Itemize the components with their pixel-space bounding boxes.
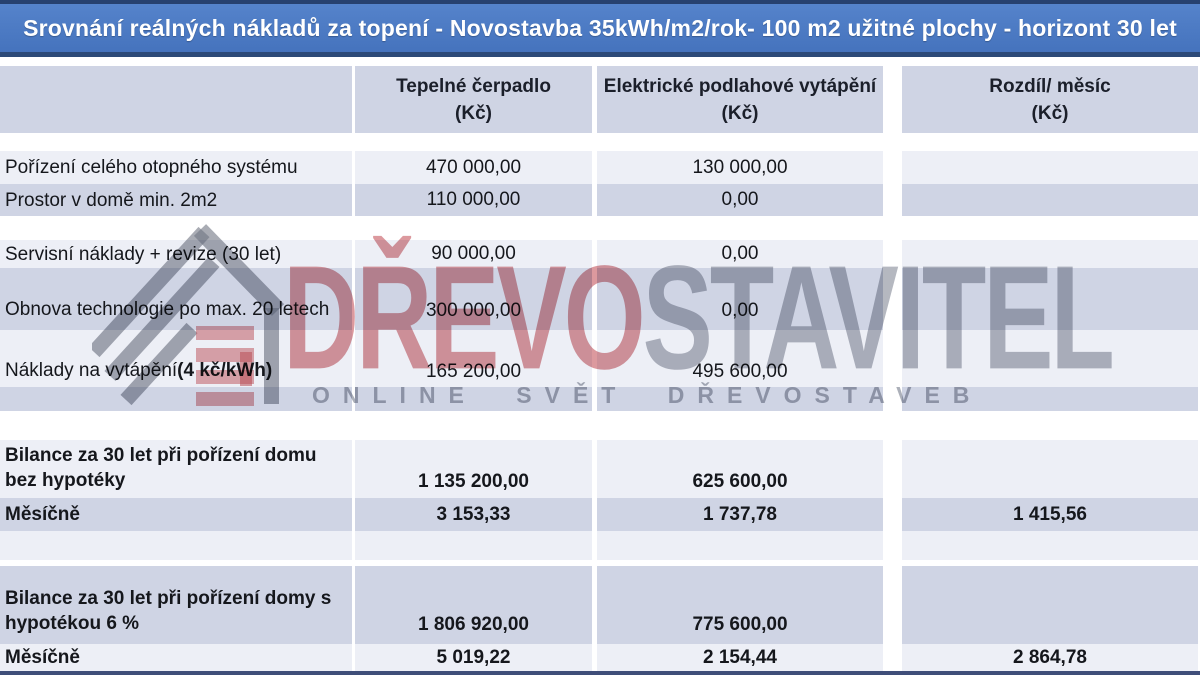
cell-heat-pump: 1 806 920,00 — [355, 566, 592, 644]
section-gap — [0, 411, 1200, 440]
column-gap — [883, 387, 902, 411]
row-label: Náklady na vytápění (4 kč/kWh) — [0, 330, 352, 387]
cell-difference — [902, 566, 1198, 644]
empty-cell — [902, 387, 1198, 411]
label-text: Prostor v domě min. 2m2 — [5, 189, 218, 211]
table-row: Prostor v domě min. 2m2 110 000,00 0,00 — [0, 184, 1200, 216]
header-electric-floor: Elektrické podlahové vytápění (Kč) — [597, 66, 883, 133]
empty-cell — [355, 531, 592, 560]
label-text: Měsíčně — [5, 504, 80, 525]
empty-cell — [0, 531, 352, 560]
header-label: Elektrické podlahové vytápění — [603, 75, 877, 97]
empty-row — [0, 387, 1200, 411]
label-text: Obnova technologie po max. 20 letech — [5, 299, 330, 320]
cell-heat-pump: 1 135 200,00 — [355, 440, 592, 498]
label-text: Pořízení celého otopného systému — [5, 157, 298, 178]
cell-heat-pump: 3 153,33 — [355, 498, 592, 531]
cell-electric: 0,00 — [597, 268, 883, 330]
header-label: Tepelné čerpadlo — [396, 75, 551, 97]
cell-difference — [902, 184, 1198, 216]
table-row: Bilance za 30 let při pořízení domy s hy… — [0, 566, 1200, 644]
header-label: Rozdíl/ měsíc — [989, 75, 1111, 97]
table-row: Servisní náklady + revize (30 let) 90 00… — [0, 240, 1200, 268]
cell-heat-pump: 110 000,00 — [355, 184, 592, 216]
cell-electric: 2 154,44 — [597, 644, 883, 671]
header-heat-pump: Tepelné čerpadlo (Kč) — [355, 66, 592, 133]
empty-cell — [597, 387, 883, 411]
column-gap — [883, 566, 902, 644]
row-label: Obnova technologie po max. 20 letech — [0, 268, 352, 330]
cell-electric: 130 000,00 — [597, 151, 883, 184]
cell-electric: 0,00 — [597, 240, 883, 268]
header-unit: (Kč) — [721, 102, 759, 124]
table-row: Měsíčně 5 019,22 2 154,44 2 864,78 — [0, 644, 1200, 671]
column-gap — [883, 531, 902, 560]
empty-cell — [355, 387, 592, 411]
row-label: Měsíčně — [0, 644, 352, 671]
table-row: Bilance za 30 let při pořízení domu bez … — [0, 440, 1200, 498]
header-empty-cell — [0, 66, 352, 133]
cell-electric: 0,00 — [597, 184, 883, 216]
table-row: Pořízení celého otopného systému 470 000… — [0, 151, 1200, 184]
header-unit: (Kč) — [455, 102, 492, 124]
cell-heat-pump: 300 000,00 — [355, 268, 592, 330]
cell-heat-pump: 470 000,00 — [355, 151, 592, 184]
cell-electric: 775 600,00 — [597, 566, 883, 644]
row-label: Servisní náklady + revize (30 let) — [0, 240, 352, 268]
column-gap — [883, 151, 902, 184]
row-label: Bilance za 30 let při pořízení domu bez … — [0, 440, 352, 498]
column-gap — [883, 268, 902, 330]
cell-heat-pump: 90 000,00 — [355, 240, 592, 268]
cell-electric: 495 600,00 — [597, 330, 883, 387]
cost-comparison-table: Tepelné čerpadlo (Kč) Elektrické podlaho… — [0, 66, 1200, 671]
column-gap — [883, 66, 902, 133]
cell-electric: 1 737,78 — [597, 498, 883, 531]
label-text: Bilance za 30 let při pořízení domy s hy… — [5, 588, 332, 634]
column-gap — [883, 184, 902, 216]
label-text: Servisní náklady + revize (30 let) — [5, 243, 282, 265]
cell-difference — [902, 440, 1198, 498]
row-label: Měsíčně — [0, 498, 352, 531]
table-header-row: Tepelné čerpadlo (Kč) Elektrické podlaho… — [0, 66, 1200, 133]
cell-difference: 2 864,78 — [902, 644, 1198, 671]
cell-heat-pump: 5 019,22 — [355, 644, 592, 671]
column-gap — [883, 240, 902, 268]
cell-difference: 1 415,56 — [902, 498, 1198, 531]
row-label: Bilance za 30 let při pořízení domy s hy… — [0, 566, 352, 644]
empty-cell — [902, 531, 1198, 560]
empty-cell — [0, 387, 352, 411]
header-unit: (Kč) — [1031, 102, 1069, 124]
row-label: Prostor v domě min. 2m2 — [0, 184, 352, 216]
empty-row — [0, 531, 1200, 560]
cell-difference — [902, 151, 1198, 184]
bottom-accent-bar — [0, 671, 1200, 675]
cell-electric: 625 600,00 — [597, 440, 883, 498]
column-gap — [883, 644, 902, 671]
cell-heat-pump: 165 200,00 — [355, 330, 592, 387]
section-gap — [0, 133, 1200, 151]
section-gap — [0, 560, 1200, 566]
table-row: Měsíčně 3 153,33 1 737,78 1 415,56 — [0, 498, 1200, 531]
label-text: Měsíčně — [5, 647, 80, 668]
row-label: Pořízení celého otopného systému — [0, 151, 352, 184]
cell-difference — [902, 268, 1198, 330]
label-text-bold: (4 kč/kWh) — [177, 360, 273, 381]
empty-cell — [597, 531, 883, 560]
section-gap — [0, 216, 1200, 240]
column-gap — [883, 440, 902, 498]
cell-difference — [902, 240, 1198, 268]
label-text: Bilance za 30 let při pořízení domu bez … — [5, 445, 317, 491]
column-gap — [883, 498, 902, 531]
cell-difference — [902, 330, 1198, 387]
label-text: Náklady na vytápění — [5, 360, 178, 381]
table-row: Náklady na vytápění (4 kč/kWh) 165 200,0… — [0, 330, 1200, 387]
column-gap — [883, 330, 902, 387]
slide-title-bar: Srovnání reálných nákladů za topení - No… — [0, 0, 1200, 57]
table-row: Obnova technologie po max. 20 letech 300… — [0, 268, 1200, 330]
header-difference: Rozdíl/ měsíc (Kč) — [902, 66, 1198, 133]
slide-title: Srovnání reálných nákladů za topení - No… — [23, 14, 1177, 41]
